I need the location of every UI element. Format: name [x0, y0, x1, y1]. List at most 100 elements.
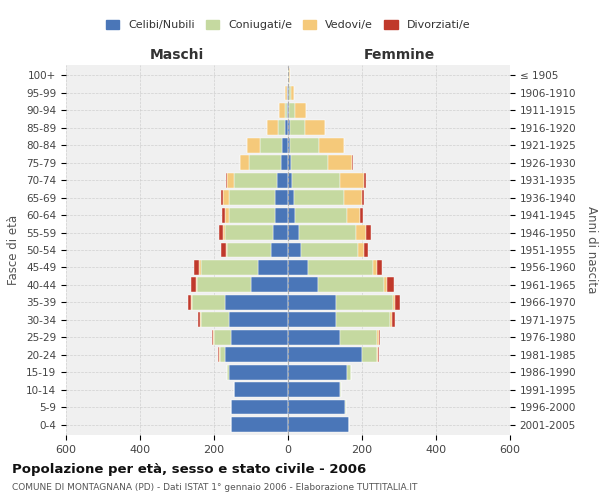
Bar [225, 295, 288, 310]
Bar [192, 295, 225, 310]
Bar [292, 173, 340, 188]
Bar [288, 208, 295, 222]
Bar [343, 138, 344, 152]
Bar [347, 208, 360, 222]
Bar [394, 295, 395, 310]
Bar [277, 173, 288, 188]
Bar [240, 156, 249, 170]
Bar [364, 242, 368, 258]
Bar [225, 208, 229, 222]
Text: COMUNE DI MONTAGNANA (PD) - Dati ISTAT 1° gennaio 2006 - Elaborazione TUTTITALIA: COMUNE DI MONTAGNANA (PD) - Dati ISTAT 1… [12, 482, 418, 492]
Bar [352, 156, 353, 170]
Bar [280, 103, 285, 118]
Bar [362, 348, 377, 362]
Bar [221, 190, 223, 205]
Bar [308, 260, 373, 275]
Bar [392, 312, 395, 327]
Bar [288, 260, 308, 275]
Bar [229, 190, 275, 205]
Bar [247, 138, 260, 152]
Y-axis label: Fasce di età: Fasce di età [7, 215, 20, 285]
Bar [377, 348, 378, 362]
Bar [235, 173, 277, 188]
Bar [188, 295, 191, 310]
Bar [229, 312, 288, 327]
Bar [266, 120, 278, 135]
Bar [356, 225, 366, 240]
Bar [220, 348, 225, 362]
Bar [288, 173, 292, 188]
Bar [199, 312, 200, 327]
Bar [379, 330, 380, 344]
Bar [288, 138, 290, 152]
Bar [191, 278, 196, 292]
Bar [278, 120, 285, 135]
Bar [226, 242, 227, 258]
Bar [226, 173, 227, 188]
Bar [219, 225, 223, 240]
Text: Popolazione per età, sesso e stato civile - 2006: Popolazione per età, sesso e stato civil… [12, 462, 366, 475]
Bar [288, 68, 289, 83]
Bar [227, 365, 229, 380]
Bar [249, 156, 281, 170]
Bar [288, 312, 336, 327]
Bar [227, 173, 235, 188]
Bar [317, 278, 384, 292]
Bar [259, 260, 288, 275]
Bar [360, 208, 363, 222]
Bar [191, 295, 192, 310]
Bar [340, 382, 341, 397]
Bar [229, 208, 275, 222]
Bar [283, 138, 288, 152]
Bar [288, 400, 346, 414]
Bar [230, 330, 288, 344]
Bar [275, 208, 288, 222]
Bar [295, 208, 347, 222]
Bar [196, 278, 197, 292]
Bar [364, 173, 366, 188]
Bar [340, 330, 377, 344]
Bar [214, 330, 230, 344]
Bar [222, 208, 225, 222]
Bar [299, 225, 356, 240]
Bar [319, 138, 343, 152]
Bar [201, 312, 229, 327]
Bar [235, 382, 288, 397]
Bar [230, 400, 288, 414]
Bar [288, 278, 317, 292]
Bar [295, 103, 306, 118]
Bar [288, 120, 290, 135]
Bar [281, 156, 288, 170]
Bar [290, 86, 294, 100]
Bar [290, 120, 305, 135]
Bar [288, 190, 293, 205]
Bar [288, 365, 347, 380]
Bar [390, 312, 392, 327]
Bar [377, 260, 382, 275]
Bar [194, 260, 199, 275]
Bar [229, 365, 288, 380]
Bar [201, 260, 259, 275]
Bar [260, 138, 283, 152]
Bar [275, 190, 288, 205]
Bar [291, 156, 328, 170]
Bar [288, 86, 289, 100]
Bar [223, 225, 225, 240]
Legend: Celibi/Nubili, Coniugati/e, Vedovi/e, Divorziati/e: Celibi/Nubili, Coniugati/e, Vedovi/e, Di… [101, 15, 475, 34]
Bar [225, 348, 288, 362]
Bar [293, 190, 343, 205]
Bar [285, 103, 287, 118]
Bar [288, 417, 349, 432]
Bar [373, 260, 377, 275]
Bar [288, 242, 301, 258]
Bar [362, 190, 364, 205]
Bar [366, 225, 371, 240]
Bar [377, 330, 379, 344]
Bar [288, 295, 336, 310]
Bar [219, 348, 220, 362]
Bar [289, 86, 290, 100]
Bar [273, 225, 288, 240]
Bar [288, 103, 289, 118]
Bar [384, 278, 387, 292]
Bar [343, 190, 362, 205]
